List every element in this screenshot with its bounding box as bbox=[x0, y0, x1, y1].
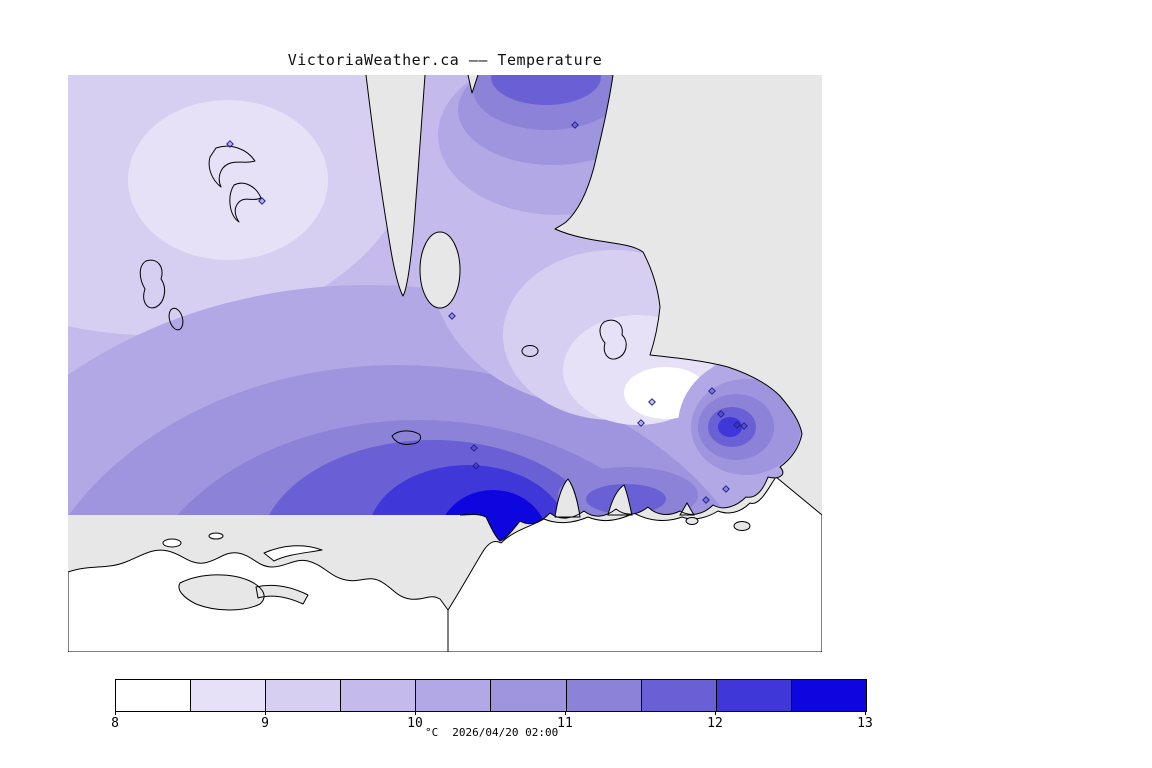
small-island bbox=[162, 538, 182, 548]
harbour-notch bbox=[554, 478, 581, 518]
north-notch-coast bbox=[467, 75, 479, 94]
station-marker bbox=[708, 387, 716, 395]
colorbar-tick-label: 10 bbox=[407, 716, 423, 731]
station-marker bbox=[258, 197, 266, 205]
colorbar-band-8 bbox=[116, 680, 191, 711]
colorbar-tick-label: 8 bbox=[111, 716, 119, 731]
colorbar-tickmark bbox=[415, 711, 416, 715]
unit-label: °C bbox=[425, 726, 439, 739]
peninsula-south-coast bbox=[459, 75, 803, 542]
colorbar-band-8.5 bbox=[190, 680, 266, 711]
water-inlays bbox=[419, 231, 695, 518]
colorbar bbox=[115, 679, 867, 712]
colorbar-tick-label: 12 bbox=[707, 716, 723, 731]
colorbar-band-9.5 bbox=[340, 680, 416, 711]
lake-outlines bbox=[139, 145, 627, 445]
small-island bbox=[685, 517, 699, 525]
station-marker bbox=[702, 496, 710, 504]
inlet-south-reach bbox=[419, 231, 461, 309]
colorbar-ticks: 8 9 10 11 12 13 bbox=[111, 711, 873, 733]
station-marker bbox=[637, 419, 645, 427]
station-markers bbox=[226, 121, 748, 504]
colorbar-band-9 bbox=[265, 680, 341, 711]
station-marker bbox=[740, 422, 748, 430]
no-data-land bbox=[68, 476, 822, 652]
colorbar-tickmark bbox=[565, 711, 566, 715]
harbour-notch bbox=[679, 502, 695, 516]
station-marker bbox=[717, 410, 725, 418]
colorbar-tick-label: 13 bbox=[857, 716, 873, 731]
strait-area bbox=[447, 476, 822, 652]
station-marker bbox=[448, 312, 456, 320]
colorbar-tickmark bbox=[715, 711, 716, 715]
page-title: VictoriaWeather.ca —— Temperature bbox=[287, 51, 603, 69]
colorbar-tickmark bbox=[115, 711, 116, 715]
station-marker bbox=[722, 485, 730, 493]
station-marker bbox=[648, 398, 656, 406]
station-marker bbox=[472, 462, 480, 470]
small-island bbox=[208, 532, 224, 540]
saanich-inlet-coast bbox=[365, 75, 426, 297]
colorbar-band-10 bbox=[415, 680, 491, 711]
map-canvas bbox=[68, 75, 822, 652]
harbour-notch bbox=[607, 484, 633, 516]
colorbar-tickmark bbox=[865, 711, 866, 715]
colorbar-band-10.5 bbox=[490, 680, 566, 711]
colorbar-band-12 bbox=[715, 680, 791, 711]
station-marker bbox=[733, 421, 741, 429]
colorbar-tick-label: 11 bbox=[557, 716, 573, 731]
colorbar-band-12.5 bbox=[790, 680, 866, 711]
coastlines bbox=[365, 75, 803, 542]
colorbar-tickmark bbox=[265, 711, 266, 715]
map-svg bbox=[68, 75, 822, 652]
timestamp-label: 2026/04/20 02:00 bbox=[452, 726, 559, 739]
colorbar-band-11.5 bbox=[640, 680, 716, 711]
spit-island bbox=[263, 545, 323, 562]
small-island bbox=[733, 521, 751, 531]
station-marker bbox=[226, 140, 234, 148]
footer-caption: °C 2026/04/20 02:00 bbox=[425, 726, 558, 739]
colorbar-band-11 bbox=[565, 680, 641, 711]
sooke-basin-water bbox=[178, 574, 309, 611]
station-marker bbox=[571, 121, 579, 129]
station-marker bbox=[470, 444, 478, 452]
colorbar-tick-label: 9 bbox=[261, 716, 269, 731]
